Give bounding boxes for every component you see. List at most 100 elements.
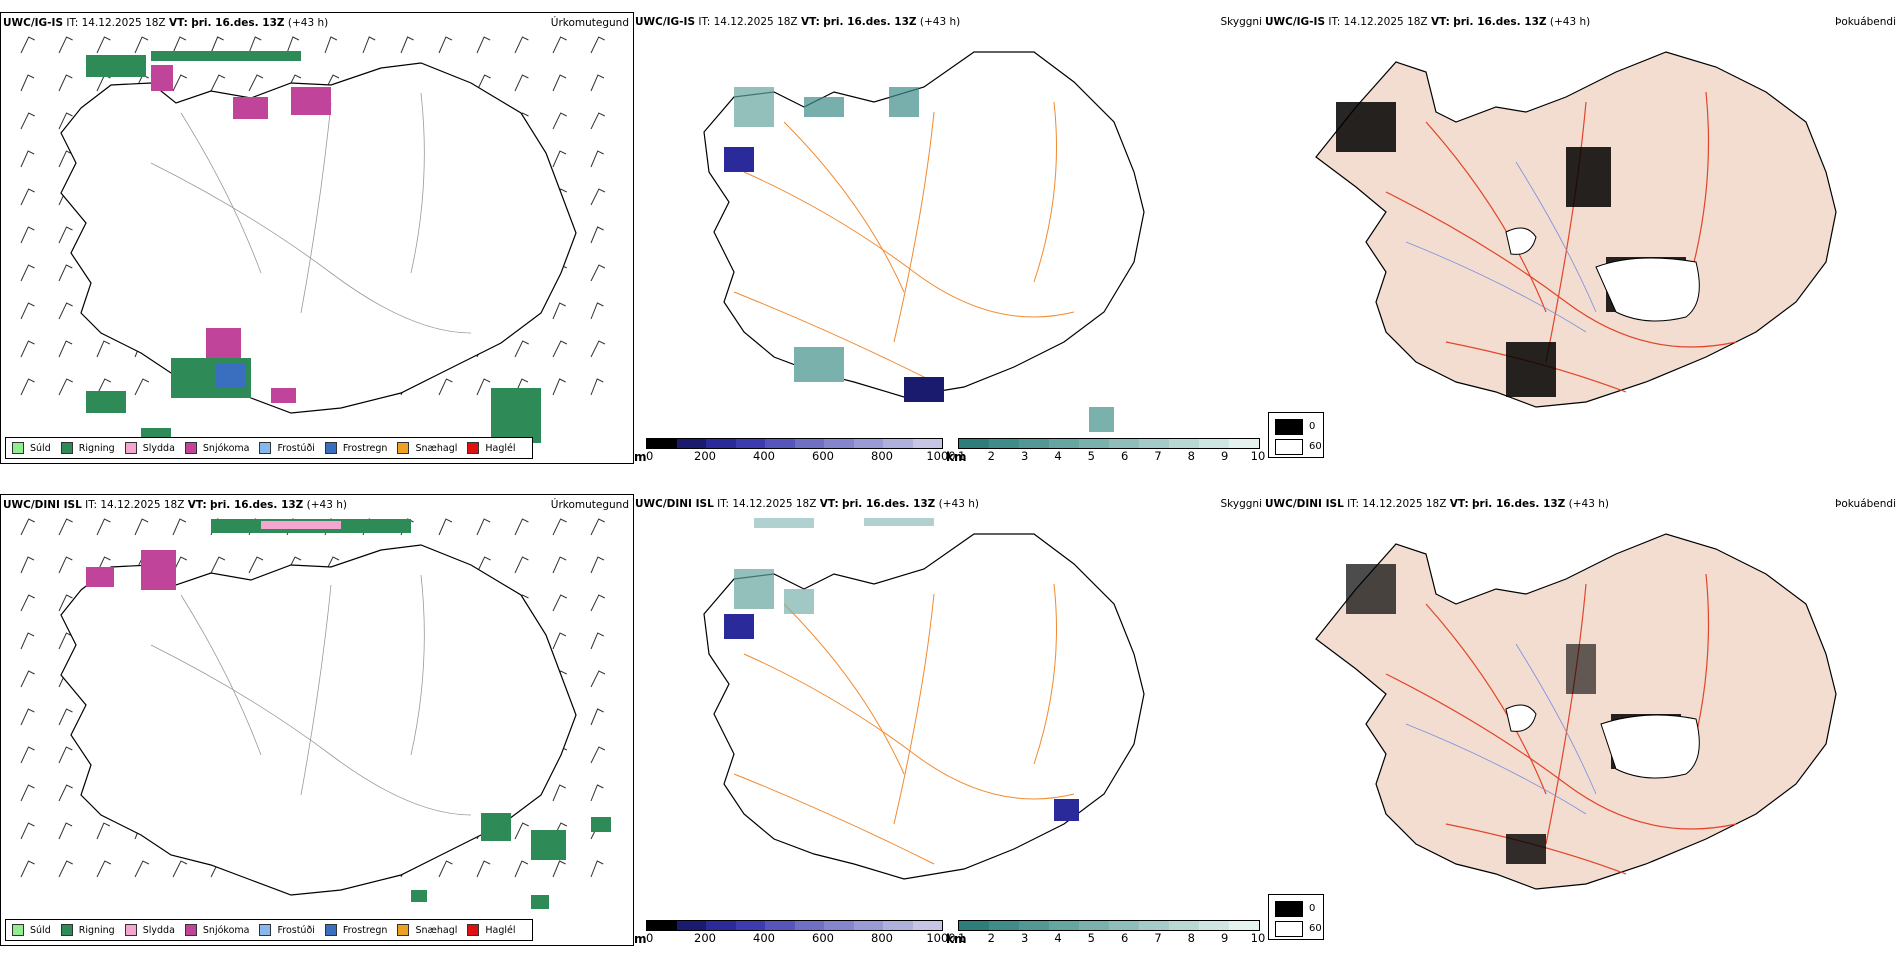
colorbar-tick: 600 [812,449,834,463]
fog-panel-row1: UWC/IG-IS IT: 14.12.2025 18Z VT: þri. 16… [1265,12,1900,464]
legend-swatch [467,442,480,454]
colorbar-segment [959,921,989,930]
lead-time: (+43 h) [919,16,961,28]
wind-barb [58,112,73,130]
wind-barb [552,784,566,802]
iceland-map-precip-row2 [20,518,611,909]
wind-barb [172,860,188,878]
colorbar-tick: 8 [1187,931,1195,945]
fog-legend-swatch [1275,439,1303,455]
wind-barb [20,670,35,688]
wind-barb [58,264,73,282]
precip-type-legend: Súld Rigning Slydda Snjókoma Frostúði Frostre… [5,919,533,941]
wind-barb [552,378,566,396]
colorbar-unit: m [634,932,647,946]
colorbar-tick: 3 [1020,449,1029,463]
vt-value: þri. 16.des. 13Z [1472,498,1566,510]
model-name: UWC/IG-IS [635,16,696,28]
wind-barb [590,784,604,802]
legend-swatch [60,924,73,936]
wind-barb [552,36,567,54]
colorbar-segment [1019,921,1049,930]
wind-barb [590,302,604,320]
wind-barb [438,378,453,396]
wind-barb [514,74,529,92]
wind-barb [58,302,73,320]
wind-barb [590,556,605,574]
it-value: 14.12.2025 18Z [100,499,185,511]
wind-barb [210,556,226,574]
wind-barb [476,36,491,54]
vt-label: VT: [800,16,820,28]
wind-barb [58,708,73,726]
header-row2-fog: UWC/DINI ISL IT: 14.12.2025 18Z VT: þri.… [1265,498,1609,510]
colorbar-unit: km [946,450,967,464]
colorbar-tick: 1 [958,931,966,945]
legend-label: Slydda [142,924,175,936]
wind-barb [514,36,529,54]
wind-barb [58,784,73,802]
colorbar-segment [912,439,942,448]
legend-swatch [259,924,272,936]
wind-barb [58,632,73,650]
colorbar-tick: 800 [871,931,893,945]
legend-item: Haglél [467,442,516,454]
vt-value: þri. 16.des. 13Z [842,498,936,510]
colorbar-segment [1049,439,1079,448]
colorbar-tick: 800 [871,449,893,463]
header-row2-precip: UWC/DINI ISL IT: 14.12.2025 18Z VT: þri.… [3,499,347,511]
legend-label: Haglél [485,924,516,936]
it-value: 14.12.2025 18Z [713,16,798,28]
wind-barb [438,518,453,536]
panel-title-fog: Þokuábendi [1835,498,1896,510]
wind-barb [552,860,566,878]
wind-barb [552,150,567,168]
it-value: 14.12.2025 18Z [1343,16,1428,28]
colorbar-segment [1169,439,1199,448]
colorbar-segment [1199,921,1229,930]
legend-swatch [259,442,272,454]
wind-barb [20,340,35,358]
wind-barb [134,518,149,536]
colorbar-tick: 10 [1250,449,1266,463]
legend-label: Slydda [142,442,175,454]
wind-barb [58,556,73,574]
visibility-panel-row2: UWC/DINI ISL IT: 14.12.2025 18Z VT: þri.… [634,494,1266,946]
wind-barb [20,746,35,764]
colorbar-segment [794,439,824,448]
vt-value: þri. 16.des. 13Z [823,16,917,28]
height-colorbar: m 0 200 400 600 800 1000 [634,438,956,476]
wind-barb [514,556,529,574]
it-value: 14.12.2025 18Z [81,17,166,29]
legend-swatch [60,442,73,454]
legend-item: Snjókoma [184,442,249,454]
wind-barb [58,340,73,358]
wind-barb [476,378,491,396]
precip-panel-row2: UWC/DINI ISL IT: 14.12.2025 18Z VT: þri.… [0,494,634,946]
colorbar-unit: m [634,450,647,464]
wind-barb [210,36,224,54]
wind-barb [400,36,414,54]
colorbar-segment [1109,921,1139,930]
legend-label: Rigning [78,924,115,936]
panel-title-precip: Úrkomutegund [550,499,629,511]
legend-swatch [184,442,197,454]
wind-barb [476,74,491,92]
colorbar-tick: 2 [987,931,995,945]
wind-barb [590,708,604,726]
legend-item: Slydda [124,442,175,454]
colorbar-segment [765,921,795,930]
fog-legend-label: 0 [1309,421,1316,432]
legend-item: Snæhagl [397,442,457,454]
colorbar-unit: km [946,932,967,946]
wind-barb [590,594,606,612]
legend-item: Snjókoma [184,924,249,936]
colorbar-segment [706,439,736,448]
colorbar-tick: 0 [646,931,654,945]
visibility-panel-row1: UWC/IG-IS IT: 14.12.2025 18Z VT: þri. 16… [634,12,1266,464]
wind-barb [96,822,111,840]
colorbar-tick: 200 [694,931,716,945]
colorbar-tick: 7 [1154,449,1162,463]
wind-barb [476,556,491,574]
wind-barb [590,188,606,206]
